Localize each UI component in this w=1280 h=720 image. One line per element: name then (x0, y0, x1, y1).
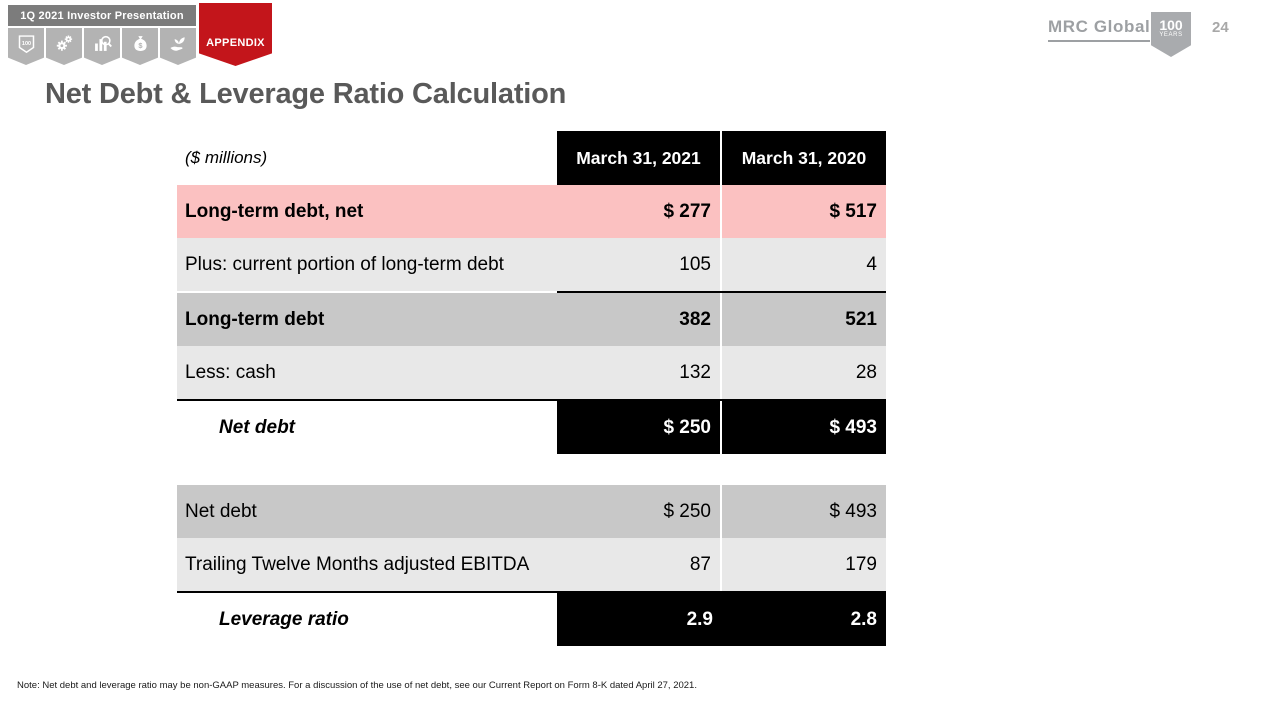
badge-100-label: 100 (1159, 17, 1183, 33)
page-number: 24 (1212, 19, 1229, 36)
table-row: Plus: current portion of long-term debt 1… (177, 238, 886, 291)
table-row: Leverage ratio 2.9 2.8 (177, 593, 886, 646)
table-row: Long-term debt, net $ 277 $ 517 (177, 185, 886, 238)
100-years-badge-icon: 100 YEARS (1151, 12, 1191, 57)
table-row: Net debt $ 250 $ 493 (177, 401, 886, 454)
row-value-2020: 4 (722, 238, 886, 291)
row-label: Long-term debt (177, 293, 557, 346)
table-row: Less: cash 132 28 (177, 346, 886, 399)
money-bag-icon: $ (130, 33, 151, 54)
row-value-2020: $ 493 (722, 401, 886, 454)
row-value-2020: $ 493 (722, 485, 886, 538)
table-row: Trailing Twelve Months adjusted EBITDA 87… (177, 538, 886, 591)
chart-magnifier-icon (92, 33, 113, 54)
total-rule (177, 591, 886, 593)
tab-operations[interactable] (46, 28, 82, 65)
svg-text:100: 100 (21, 41, 30, 47)
row-value-2020: 521 (722, 293, 886, 346)
row-label: Long-term debt, net (177, 185, 557, 238)
tab-analysis[interactable] (84, 28, 120, 65)
appendix-label: APPENDIX (206, 36, 265, 49)
row-value-2020: $ 517 (722, 185, 886, 238)
row-value-2021: $ 277 (557, 185, 722, 238)
row-label: Net debt (177, 401, 557, 454)
table-header-row: ($ millions) March 31, 2021 March 31, 20… (177, 131, 886, 185)
tab-sustainability[interactable] (160, 28, 196, 65)
gears-icon (54, 33, 75, 54)
footnote: Note: Net debt and leverage ratio may be… (17, 680, 697, 691)
row-value-2021: 87 (557, 538, 722, 591)
row-value-2020: 28 (722, 346, 886, 399)
page-title: Net Debt & Leverage Ratio Calculation (45, 78, 567, 110)
badge-years-label: YEARS (1159, 32, 1183, 38)
leverage-ratio-table: Net debt $ 250 $ 493 Trailing Twelve Months… (177, 485, 886, 646)
presentation-title: 1Q 2021 Investor Presentation (20, 9, 184, 22)
table-row: Net debt $ 250 $ 493 (177, 485, 886, 538)
column-header-2021: March 31, 2021 (557, 131, 722, 185)
row-label: Plus: current portion of long-term debt (177, 238, 557, 291)
row-value-2021: $ 250 (557, 401, 722, 454)
presentation-title-bar: 1Q 2021 Investor Presentation (8, 5, 196, 26)
row-label: Trailing Twelve Months adjusted EBITDA (177, 538, 557, 591)
tab-financials[interactable]: $ (122, 28, 158, 65)
row-label: Net debt (177, 485, 557, 538)
net-debt-table: ($ millions) March 31, 2021 March 31, 20… (177, 131, 886, 454)
row-value-2021: 132 (557, 346, 722, 399)
mrc-global-logo: MRC Global (1048, 17, 1151, 42)
row-value-2021: 382 (557, 293, 722, 346)
column-header-2020: March 31, 2020 (722, 131, 886, 185)
tab-appendix[interactable]: APPENDIX (199, 3, 272, 66)
section-tabs: 100 (8, 28, 196, 65)
row-value-2021: 105 (557, 238, 722, 291)
plant-hand-icon (168, 33, 189, 54)
row-label: Leverage ratio (177, 593, 557, 646)
badge-100-icon: 100 (16, 33, 37, 54)
tab-100-years[interactable]: 100 (8, 28, 44, 65)
row-value-2020: 179 (722, 538, 886, 591)
total-rule (177, 399, 886, 401)
row-value-2020: 2.8 (722, 593, 886, 646)
subtotal-rule (557, 291, 886, 293)
row-value-2021: 2.9 (557, 593, 722, 646)
row-value-2021: $ 250 (557, 485, 722, 538)
svg-text:$: $ (138, 41, 143, 50)
row-label: Less: cash (177, 346, 557, 399)
table-row: Long-term debt 382 521 (177, 293, 886, 346)
unit-label: ($ millions) (177, 131, 557, 185)
